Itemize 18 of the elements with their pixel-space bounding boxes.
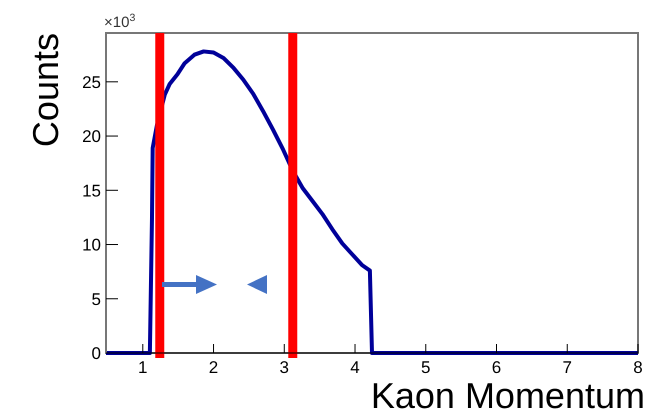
x-tick-label: 6 xyxy=(492,358,502,377)
y-tick-label: 15 xyxy=(82,181,101,200)
line-series xyxy=(104,49,640,355)
text: ×10$^{3}$ xyxy=(104,12,136,31)
x-tick-label: 1 xyxy=(138,358,148,377)
y-tick-label: 25 xyxy=(82,72,101,92)
y-tick-label: 5 xyxy=(92,290,101,309)
x-tick-label: 8 xyxy=(633,358,643,377)
x-tick-label: 4 xyxy=(350,358,360,377)
x-tick-label: 7 xyxy=(562,358,572,377)
x-tick-label: 5 xyxy=(421,358,430,377)
y-tick-label: 0 xyxy=(92,344,101,363)
x-tick-label: 2 xyxy=(208,358,218,377)
x-tick-label: 3 xyxy=(280,358,290,377)
y-tick-label: 10 xyxy=(82,236,101,255)
y-axis-title: Counts xyxy=(25,33,66,148)
x-axis-title: Kaon Momentum xyxy=(370,375,645,413)
y-tick-label: 20 xyxy=(82,127,101,146)
